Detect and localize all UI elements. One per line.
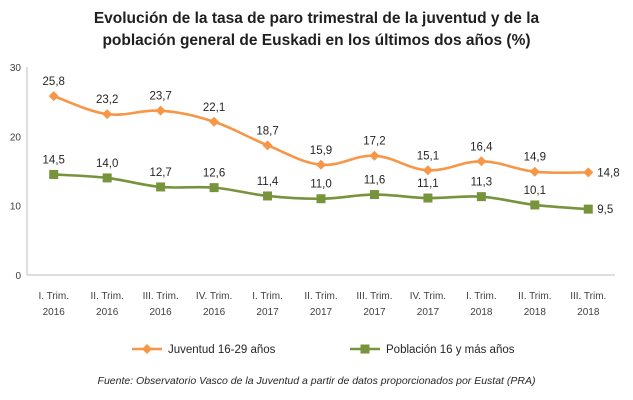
- data-point: [530, 200, 540, 210]
- x-tick-label-year: 2017: [310, 307, 333, 318]
- chart-title-line-2: población general de Euskadi en los últi…: [102, 32, 531, 49]
- data-label: 22,1: [203, 102, 225, 114]
- legend-label: Juventud 16-29 años: [168, 344, 276, 356]
- x-tick-label: IV. Trim.: [196, 291, 232, 302]
- data-point: [583, 204, 593, 214]
- x-tick-label: III. Trim.: [570, 291, 606, 302]
- data-label: 11,1: [417, 178, 439, 190]
- data-point: [102, 173, 112, 183]
- data-label: 12,6: [203, 168, 225, 180]
- y-tick-label: 10: [10, 202, 22, 213]
- data-label: 15,9: [310, 145, 332, 157]
- data-point: [316, 194, 326, 204]
- data-point: [48, 91, 59, 102]
- x-tick-label: II. Trim.: [518, 291, 551, 302]
- x-tick-label: I. Trim.: [38, 291, 69, 302]
- data-label: 10,1: [524, 185, 546, 197]
- y-tick-label: 20: [10, 132, 22, 143]
- data-point: [369, 190, 379, 200]
- data-label: 11,0: [310, 179, 332, 191]
- data-label: 23,7: [149, 91, 171, 103]
- data-label: 17,2: [363, 136, 385, 148]
- y-tick-label: 30: [10, 63, 22, 74]
- x-tick-label-year: 2018: [470, 307, 493, 318]
- data-label: 11,4: [257, 176, 279, 188]
- data-point: [155, 105, 166, 116]
- data-label: 15,1: [417, 150, 439, 162]
- data-label: 11,3: [471, 177, 493, 189]
- chart-title-line-1: Evolución de la tasa de paro trimestral …: [93, 10, 540, 27]
- data-point: [156, 182, 166, 192]
- data-point: [476, 156, 487, 167]
- x-tick-label-year: 2016: [150, 307, 173, 318]
- data-label: 14,0: [96, 158, 118, 170]
- data-label: 9,5: [597, 204, 613, 216]
- data-label: 18,7: [256, 125, 278, 137]
- data-label: 14,8: [597, 167, 619, 179]
- data-point: [422, 165, 433, 176]
- data-label: 23,2: [96, 94, 118, 106]
- x-tick-label: II. Trim.: [304, 291, 337, 302]
- data-point: [263, 191, 273, 201]
- x-tick-label-year: 2016: [203, 307, 226, 318]
- data-point: [583, 167, 594, 178]
- x-tick-label: III. Trim.: [356, 291, 392, 302]
- x-tick-label-year: 2017: [417, 307, 440, 318]
- data-point: [476, 192, 486, 202]
- x-tick-label: I. Trim.: [466, 291, 497, 302]
- y-tick-label: 0: [15, 271, 21, 282]
- data-label: 14,9: [524, 152, 546, 164]
- x-tick-label: III. Trim.: [143, 291, 179, 302]
- x-tick-label-year: 2016: [43, 307, 66, 318]
- data-point: [209, 116, 220, 127]
- data-label: 16,4: [470, 141, 493, 153]
- x-tick-label-year: 2017: [363, 307, 386, 318]
- x-tick-label-year: 2016: [96, 307, 119, 318]
- chart-title: Evolución de la tasa de paro trimestral …: [0, 8, 633, 52]
- x-tick-label: I. Trim.: [252, 291, 283, 302]
- source-note: Fuente: Observatorio Vasco de la Juventu…: [97, 375, 536, 387]
- data-point: [529, 166, 540, 177]
- legend-marker: [142, 344, 152, 354]
- x-tick-label-year: 2017: [256, 307, 279, 318]
- x-tick-label: IV. Trim.: [410, 291, 446, 302]
- x-tick-label: II. Trim.: [91, 291, 124, 302]
- data-point: [423, 193, 433, 203]
- data-label: 25,8: [43, 76, 65, 88]
- x-tick-label-year: 2018: [577, 307, 600, 318]
- data-point: [49, 169, 59, 179]
- data-label: 12,7: [149, 167, 171, 179]
- legend-label: Población 16 y más años: [386, 344, 515, 356]
- legend-marker: [360, 344, 370, 354]
- data-point: [369, 150, 380, 161]
- data-label: 14,5: [43, 154, 65, 166]
- data-point: [316, 159, 326, 170]
- data-label: 11,6: [364, 175, 386, 187]
- x-tick-label-year: 2018: [524, 307, 547, 318]
- data-point: [262, 140, 273, 151]
- data-point: [102, 109, 113, 120]
- data-point: [209, 183, 219, 193]
